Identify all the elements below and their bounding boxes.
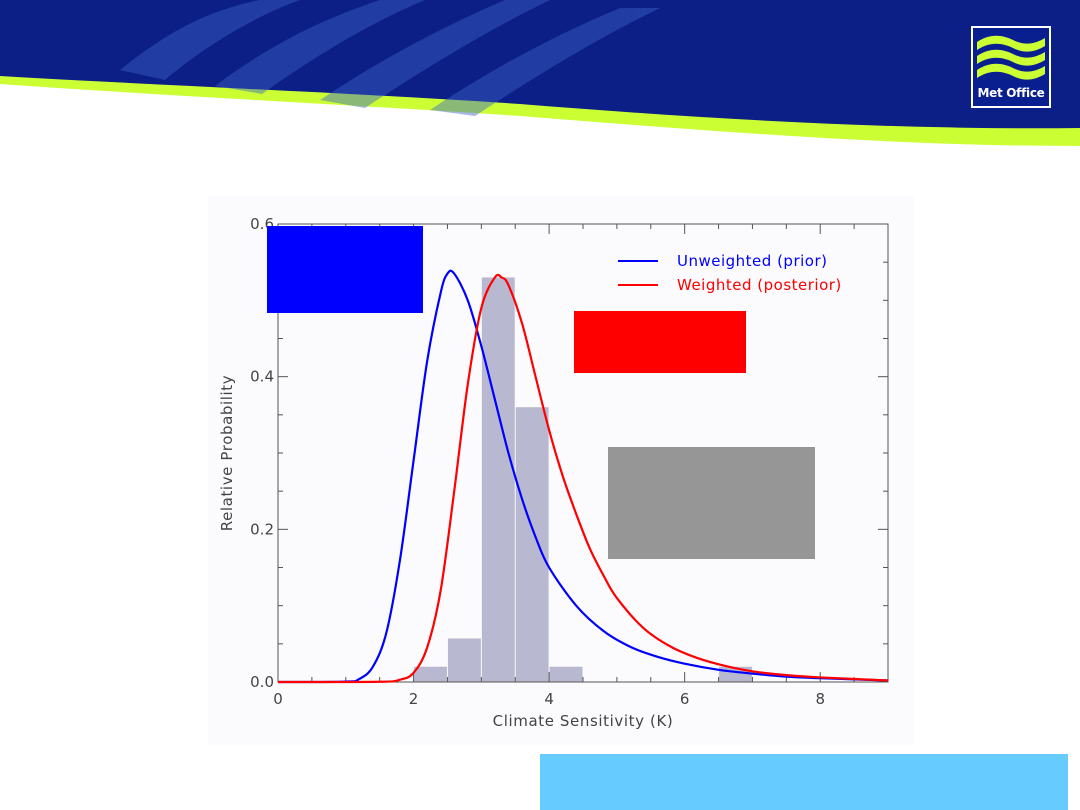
banner-navy-band <box>0 0 1080 129</box>
x-tick-label: 0 <box>273 690 283 708</box>
histogram-bar <box>515 407 549 682</box>
prior-curve <box>277 269 889 684</box>
met-office-logo: Met Office <box>970 25 1052 109</box>
x-tick-label: 6 <box>680 690 690 708</box>
histogram-bar <box>447 638 481 682</box>
x-tick-label: 2 <box>409 690 419 708</box>
x-axis-label: Climate Sensitivity (K) <box>493 712 674 730</box>
y-axis-label: Relative Probability <box>218 375 236 532</box>
legend-label-prior: Unweighted (prior) <box>677 252 827 270</box>
tick-labels: 0 2 4 6 80.00.20.40.6 <box>250 215 825 708</box>
blue-redaction-box <box>267 226 423 313</box>
climate-sensitivity-chart: 0 2 4 6 80.00.20.40.6 Climate Sensitivity (K… <box>218 215 889 730</box>
y-tick-label: 0.4 <box>250 368 274 386</box>
legend: Unweighted (prior) Weighted (posterior) <box>618 252 842 294</box>
y-tick-label: 0.2 <box>250 520 274 538</box>
histogram-bar <box>549 666 583 682</box>
y-tick-label: 0.0 <box>250 673 274 691</box>
banner-wave-stripes <box>120 0 660 116</box>
red-redaction-box <box>574 311 746 373</box>
legend-label-posterior: Weighted (posterior) <box>677 276 842 294</box>
curves <box>277 269 889 684</box>
histogram-bar <box>414 666 447 682</box>
header-banner <box>0 0 1080 146</box>
logo-waves-icon <box>977 35 1045 80</box>
histogram-bar <box>481 277 515 682</box>
x-tick-label: 8 <box>815 690 825 708</box>
caption-box <box>540 754 1068 810</box>
x-tick-label: 4 <box>544 690 554 708</box>
posterior-curve <box>277 273 889 684</box>
gray-redaction-box <box>608 447 815 559</box>
histogram <box>414 277 752 682</box>
logo-text: Met Office <box>977 86 1045 100</box>
